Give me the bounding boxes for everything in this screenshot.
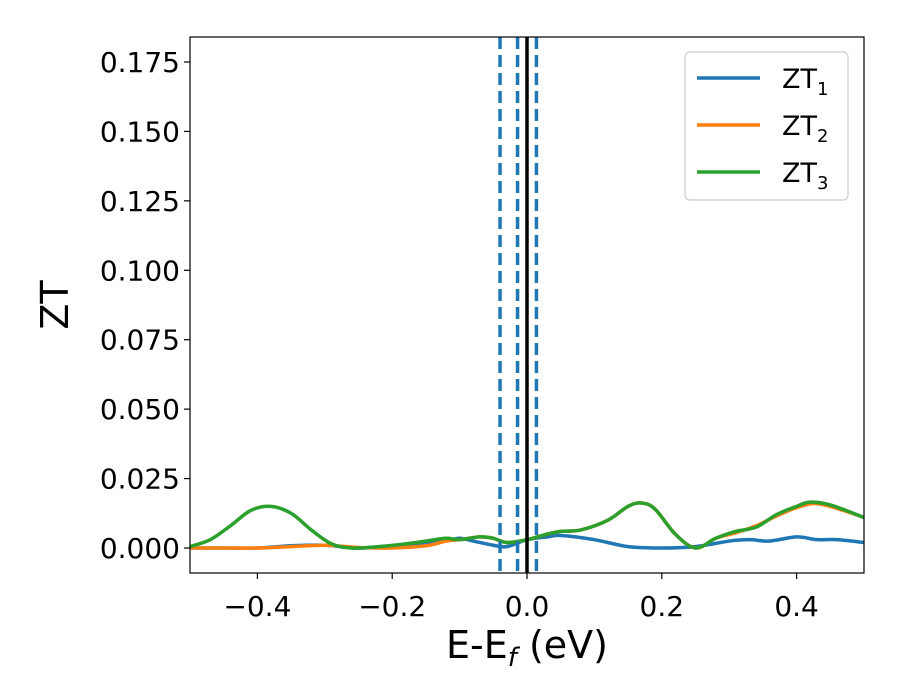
x-axis-label: E-Ef (eV) bbox=[446, 623, 608, 673]
y-tick-label: 0.125 bbox=[100, 185, 180, 218]
legend-entry-zt2: ZT2 bbox=[782, 111, 828, 147]
y-tick-label: 0.150 bbox=[100, 115, 180, 148]
x-tick-label: −0.2 bbox=[358, 590, 426, 623]
y-tick-label: 0.100 bbox=[100, 254, 180, 287]
x-tick-label: 0.4 bbox=[774, 590, 819, 623]
y-tick-label: 0.050 bbox=[100, 393, 180, 426]
y-tick-label: 0.075 bbox=[100, 324, 180, 357]
legend-entry-zt1: ZT1 bbox=[782, 64, 828, 100]
y-tick-label: 0.000 bbox=[100, 532, 180, 565]
axes: −0.4 −0.2 0.0 0.2 0.4 0.000 0.025 0.050 0.075 0.1… bbox=[100, 46, 819, 623]
legend-box bbox=[684, 51, 849, 201]
y-tick-label: 0.175 bbox=[100, 46, 180, 79]
y-axis-label: ZT bbox=[33, 280, 77, 330]
y-tick-label: 0.025 bbox=[100, 463, 180, 496]
x-tick-label: 0.2 bbox=[640, 590, 685, 623]
x-tick-label: −0.4 bbox=[223, 590, 291, 623]
plot-area bbox=[190, 37, 864, 573]
legend: ZT1 ZT2 ZT3 bbox=[684, 51, 849, 201]
legend-entry-zt3: ZT3 bbox=[782, 158, 828, 194]
x-tick-label: 0.0 bbox=[505, 590, 550, 623]
